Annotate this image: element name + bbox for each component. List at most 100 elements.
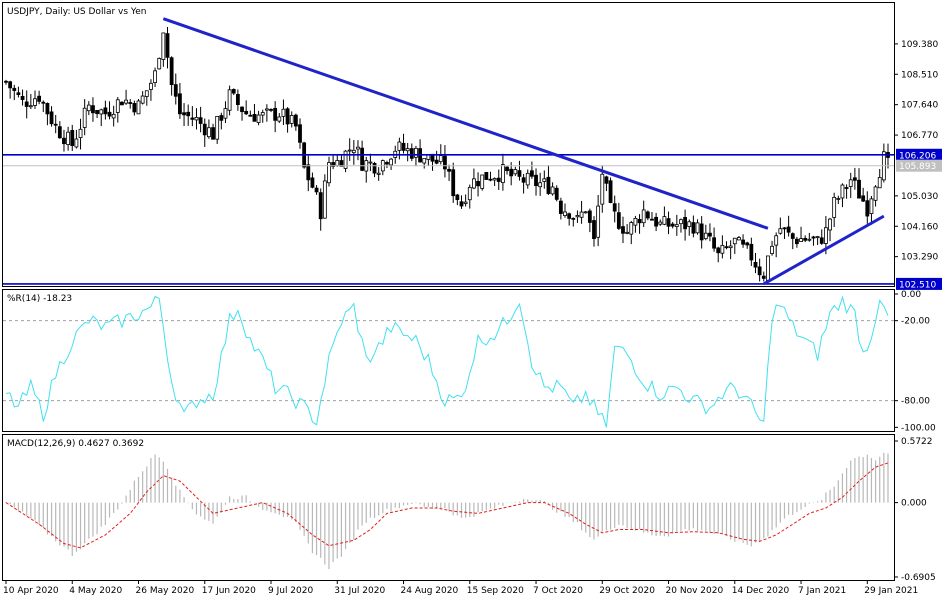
candle-body bbox=[716, 247, 721, 254]
price-label-box bbox=[896, 148, 942, 161]
candle-body bbox=[670, 223, 675, 227]
candle-body bbox=[447, 168, 451, 172]
candle-body bbox=[799, 238, 803, 242]
candle-body bbox=[625, 231, 630, 234]
candle-body bbox=[140, 95, 145, 104]
candle-body bbox=[182, 112, 186, 116]
price-panel-frame bbox=[2, 2, 895, 287]
candle-body bbox=[414, 147, 418, 158]
price-label-text: 106.206 bbox=[899, 151, 936, 161]
wpr-line bbox=[5, 295, 889, 428]
candle-body bbox=[347, 149, 352, 152]
candle-body bbox=[877, 177, 882, 189]
candle-body bbox=[248, 114, 253, 117]
candle-body bbox=[434, 159, 439, 164]
candle-body bbox=[472, 178, 476, 189]
candle-body bbox=[674, 224, 679, 227]
y-tick-label: 107.640 bbox=[901, 101, 938, 111]
candle-body bbox=[293, 114, 298, 127]
candle-body bbox=[737, 237, 741, 241]
candle-body bbox=[612, 203, 617, 212]
candle-body bbox=[111, 113, 116, 119]
candle-body bbox=[641, 209, 646, 224]
x-tick-label: 9 Jul 2020 bbox=[268, 586, 313, 596]
x-tick-label: 14 Dec 2020 bbox=[732, 586, 790, 596]
candle-body bbox=[795, 238, 799, 245]
candle-body bbox=[869, 198, 874, 215]
candle-body bbox=[732, 237, 737, 245]
candle-body bbox=[621, 226, 625, 234]
candle-body bbox=[720, 244, 725, 254]
candle-body bbox=[256, 114, 261, 123]
candle-body bbox=[223, 108, 228, 119]
candle-body bbox=[173, 84, 178, 97]
candle-body bbox=[389, 158, 393, 166]
candle-body bbox=[136, 100, 141, 115]
candle-body bbox=[397, 141, 402, 151]
candle-body bbox=[542, 178, 547, 182]
candle-body bbox=[235, 93, 240, 105]
y-tick-label: 104.160 bbox=[901, 222, 938, 232]
candle-body bbox=[331, 162, 336, 167]
candle-body bbox=[683, 217, 687, 230]
candle-body bbox=[525, 172, 530, 186]
candle-body bbox=[521, 177, 526, 183]
macd-tick-label: 0.5722 bbox=[901, 437, 933, 447]
candle-body bbox=[161, 32, 166, 60]
candle-body bbox=[538, 182, 543, 188]
candle-body bbox=[712, 237, 716, 249]
candle-body bbox=[401, 142, 406, 151]
macd-panel: 0.5722 0.000 -0.6905 bbox=[5, 437, 936, 583]
candle-body bbox=[476, 181, 480, 187]
candle-body bbox=[852, 177, 857, 181]
y-tick-label: 106.770 bbox=[901, 131, 938, 141]
candle-body bbox=[207, 127, 211, 138]
candle-body bbox=[57, 126, 62, 139]
candle-body bbox=[666, 218, 671, 227]
candle-body bbox=[260, 112, 265, 116]
candle-body bbox=[509, 168, 514, 177]
candle-body bbox=[82, 107, 87, 128]
candle-body bbox=[335, 160, 340, 167]
candle-body bbox=[836, 198, 841, 200]
candle-body bbox=[211, 127, 215, 140]
candle-body bbox=[575, 215, 580, 218]
candle-body bbox=[190, 117, 195, 120]
candle-body bbox=[132, 103, 137, 113]
candle-body bbox=[745, 242, 750, 246]
candle-body bbox=[409, 148, 414, 159]
candle-body bbox=[587, 210, 592, 223]
x-tick-label: 20 Nov 2020 bbox=[666, 586, 724, 596]
candle-body bbox=[33, 98, 37, 106]
candle-body bbox=[604, 176, 609, 184]
candle-body bbox=[554, 187, 559, 200]
x-tick-label: 24 Aug 2020 bbox=[401, 586, 459, 596]
candle-body bbox=[832, 196, 837, 218]
candle-body bbox=[269, 108, 273, 111]
x-tick-label: 29 Oct 2020 bbox=[599, 586, 655, 596]
macd-tick-label: -0.6905 bbox=[901, 573, 936, 583]
candle-body bbox=[579, 211, 584, 218]
candle-body bbox=[298, 124, 302, 143]
candle-body bbox=[873, 186, 878, 201]
candle-body bbox=[857, 179, 861, 199]
candle-body bbox=[157, 58, 162, 70]
candle-body bbox=[252, 113, 257, 122]
candle-body bbox=[583, 211, 588, 214]
candle-body bbox=[662, 216, 667, 225]
wpr-label: %R(14) -18.23 bbox=[7, 294, 72, 304]
candle-body bbox=[385, 162, 389, 165]
candle-body bbox=[558, 200, 563, 214]
candle-body bbox=[264, 108, 269, 111]
wpr-tick-label: -80.00 bbox=[901, 397, 930, 407]
candle-body bbox=[699, 223, 704, 241]
candle-body bbox=[571, 217, 576, 220]
candle-body bbox=[227, 89, 232, 111]
y-tick-label: 109.380 bbox=[901, 40, 938, 50]
candle-body bbox=[178, 93, 182, 115]
candle-body bbox=[240, 106, 244, 113]
candle-body bbox=[534, 174, 538, 187]
candle-body bbox=[74, 138, 79, 148]
candle-body bbox=[306, 164, 311, 181]
candle-body bbox=[803, 237, 808, 241]
